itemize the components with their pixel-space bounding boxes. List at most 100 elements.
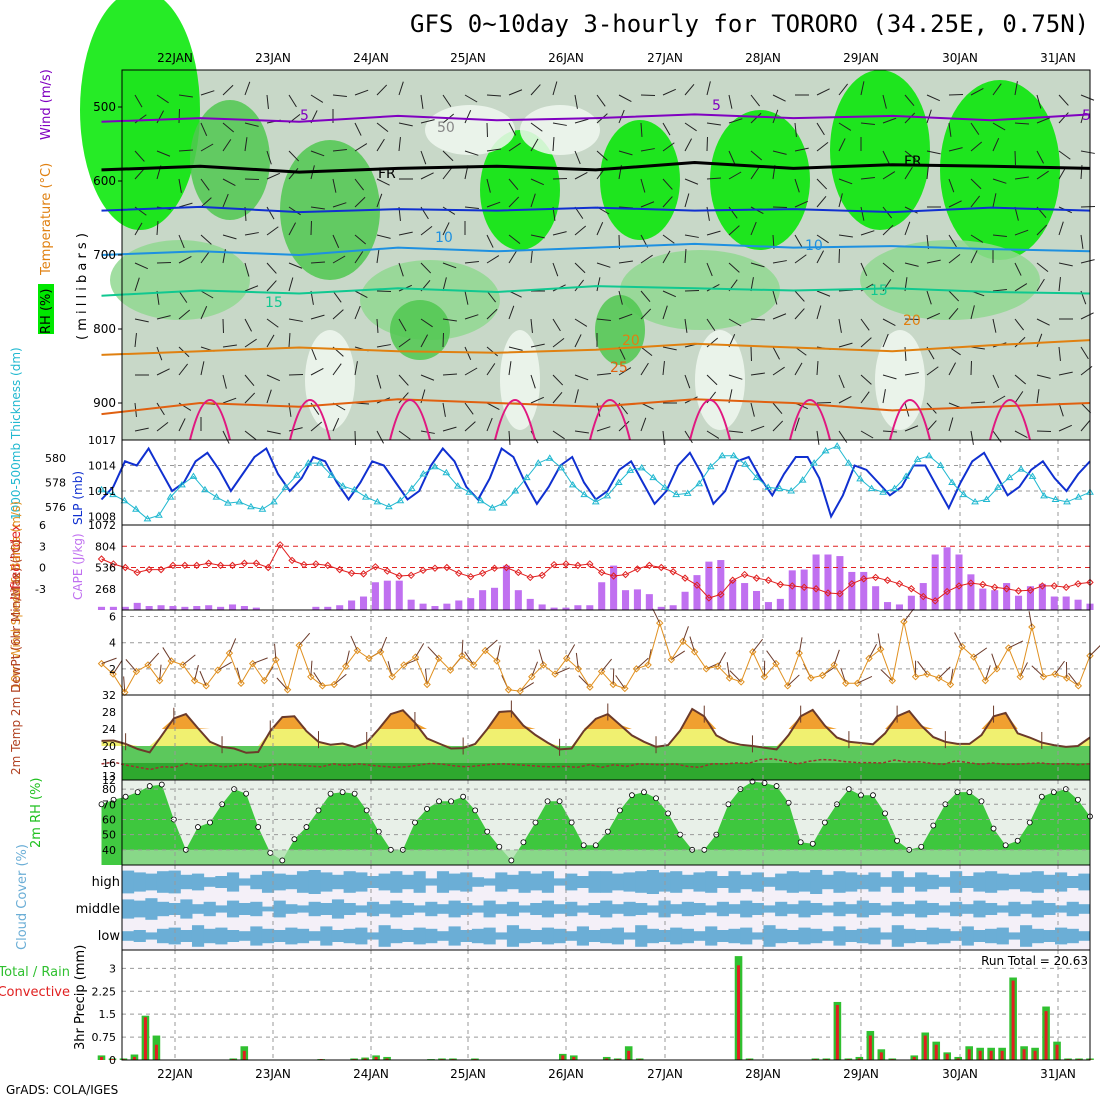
cloud-cell-low bbox=[133, 930, 146, 942]
wind-barb bbox=[508, 346, 523, 351]
wind-barb-10m bbox=[1008, 640, 1024, 649]
wind-barb bbox=[794, 417, 800, 432]
li-marker bbox=[204, 559, 213, 567]
li-marker bbox=[764, 576, 773, 584]
rh-marker bbox=[882, 810, 888, 817]
li-line bbox=[101, 543, 1091, 602]
cloud-cell-low bbox=[145, 932, 158, 940]
cloud-cell-middle bbox=[868, 903, 881, 915]
wind-barb bbox=[310, 206, 325, 210]
wind-barb bbox=[882, 374, 897, 380]
wind-barb bbox=[288, 402, 292, 417]
wind-barb bbox=[288, 222, 297, 236]
wind-barb bbox=[948, 290, 960, 302]
wind-barb bbox=[178, 202, 193, 208]
wind-barb bbox=[750, 94, 761, 107]
wind-speed-marker bbox=[260, 676, 269, 685]
wind-barb bbox=[882, 318, 896, 327]
wind-barb bbox=[794, 234, 803, 248]
wind-barb bbox=[508, 89, 523, 96]
rh-marker bbox=[315, 807, 322, 814]
wind-barb bbox=[266, 262, 277, 274]
cloud-cell-middle bbox=[1078, 904, 1091, 914]
wind-barb-10m bbox=[101, 657, 117, 665]
wind-barb-10m bbox=[833, 649, 840, 666]
wind-barb bbox=[464, 367, 478, 376]
wind-barb bbox=[200, 251, 210, 264]
wind-speed-marker bbox=[167, 657, 175, 665]
cloud-cell-low bbox=[203, 928, 216, 944]
wind-barb bbox=[354, 290, 368, 299]
wind-barb bbox=[838, 430, 848, 443]
cloud-cell-middle bbox=[903, 904, 916, 914]
cape-bar bbox=[752, 590, 761, 610]
x-tick-label-top: 28JAN bbox=[745, 51, 781, 65]
li-marker bbox=[800, 583, 808, 592]
wind-barb bbox=[838, 193, 843, 208]
contour-label: 5 bbox=[712, 98, 721, 114]
x-tick-label-top: 29JAN bbox=[843, 51, 879, 65]
wind-barb bbox=[904, 112, 916, 124]
wind-speed-marker bbox=[760, 672, 769, 681]
wind-barb bbox=[574, 94, 578, 109]
wind-barb-10m bbox=[1054, 660, 1065, 675]
cloud-cell-high bbox=[1043, 874, 1056, 890]
wind-barb bbox=[134, 114, 147, 124]
thickness-marker bbox=[132, 505, 140, 512]
y-tick-label: 32 bbox=[102, 689, 116, 702]
wind-barb-10m bbox=[380, 636, 388, 653]
wind-speed-marker bbox=[876, 645, 885, 653]
thickness-line bbox=[101, 445, 1091, 520]
legend-total-rain: Total / Rain bbox=[0, 965, 70, 980]
wind-barb-10m bbox=[798, 637, 803, 654]
rh-marker bbox=[327, 790, 334, 797]
cloud-cell-middle bbox=[518, 905, 531, 913]
wind-barb bbox=[1080, 109, 1086, 124]
cloud-cell-low bbox=[751, 932, 764, 940]
wind-barb bbox=[420, 94, 424, 109]
wind-speed-marker bbox=[900, 618, 908, 626]
wind-barb bbox=[178, 178, 182, 193]
x-tick-label-bottom: 23JAN bbox=[255, 1067, 291, 1081]
rh-marker bbox=[436, 798, 442, 805]
wind-barb-10m bbox=[147, 652, 160, 666]
li-marker bbox=[216, 561, 225, 570]
wind-barb bbox=[530, 193, 536, 208]
cloud-cell-middle bbox=[285, 904, 298, 914]
wind-barb bbox=[376, 138, 385, 152]
cape-bar bbox=[776, 598, 784, 610]
thickness-marker bbox=[201, 485, 209, 493]
li-marker bbox=[252, 559, 261, 567]
cloud-cell-high bbox=[693, 872, 706, 892]
wind-barb bbox=[332, 363, 342, 376]
wind-barb bbox=[420, 119, 435, 124]
wind-barb bbox=[1014, 122, 1030, 125]
wind-barb bbox=[530, 374, 536, 389]
li-marker bbox=[1038, 582, 1047, 590]
rh-marker bbox=[134, 789, 141, 796]
wind-barb bbox=[552, 122, 567, 126]
cape-bar bbox=[991, 590, 999, 610]
wind-barb bbox=[1080, 402, 1092, 414]
wind-barb bbox=[882, 94, 887, 109]
li-marker bbox=[240, 559, 249, 567]
rh-region bbox=[695, 330, 745, 430]
wind-barb bbox=[420, 172, 434, 180]
wind-barb bbox=[816, 141, 829, 152]
wind-barb-10m bbox=[345, 650, 350, 667]
wind-barb bbox=[640, 290, 651, 303]
wind-barb bbox=[332, 309, 344, 320]
wind-speed-marker bbox=[795, 649, 803, 657]
ylabel-wind: Wind (m/s) bbox=[39, 69, 54, 140]
contour-label: 5 bbox=[300, 108, 309, 124]
wind-barb bbox=[288, 150, 300, 162]
y-tick-label: 2 bbox=[109, 663, 116, 676]
wind-barb bbox=[332, 234, 340, 248]
wind-speed-marker bbox=[481, 646, 489, 655]
thickness-marker bbox=[545, 454, 554, 461]
wind-barb bbox=[574, 389, 579, 404]
wind-barb bbox=[838, 234, 853, 238]
cloud-cell-low bbox=[320, 926, 333, 946]
wind-barb bbox=[948, 147, 963, 152]
y-tick-label: 4 bbox=[109, 637, 116, 650]
